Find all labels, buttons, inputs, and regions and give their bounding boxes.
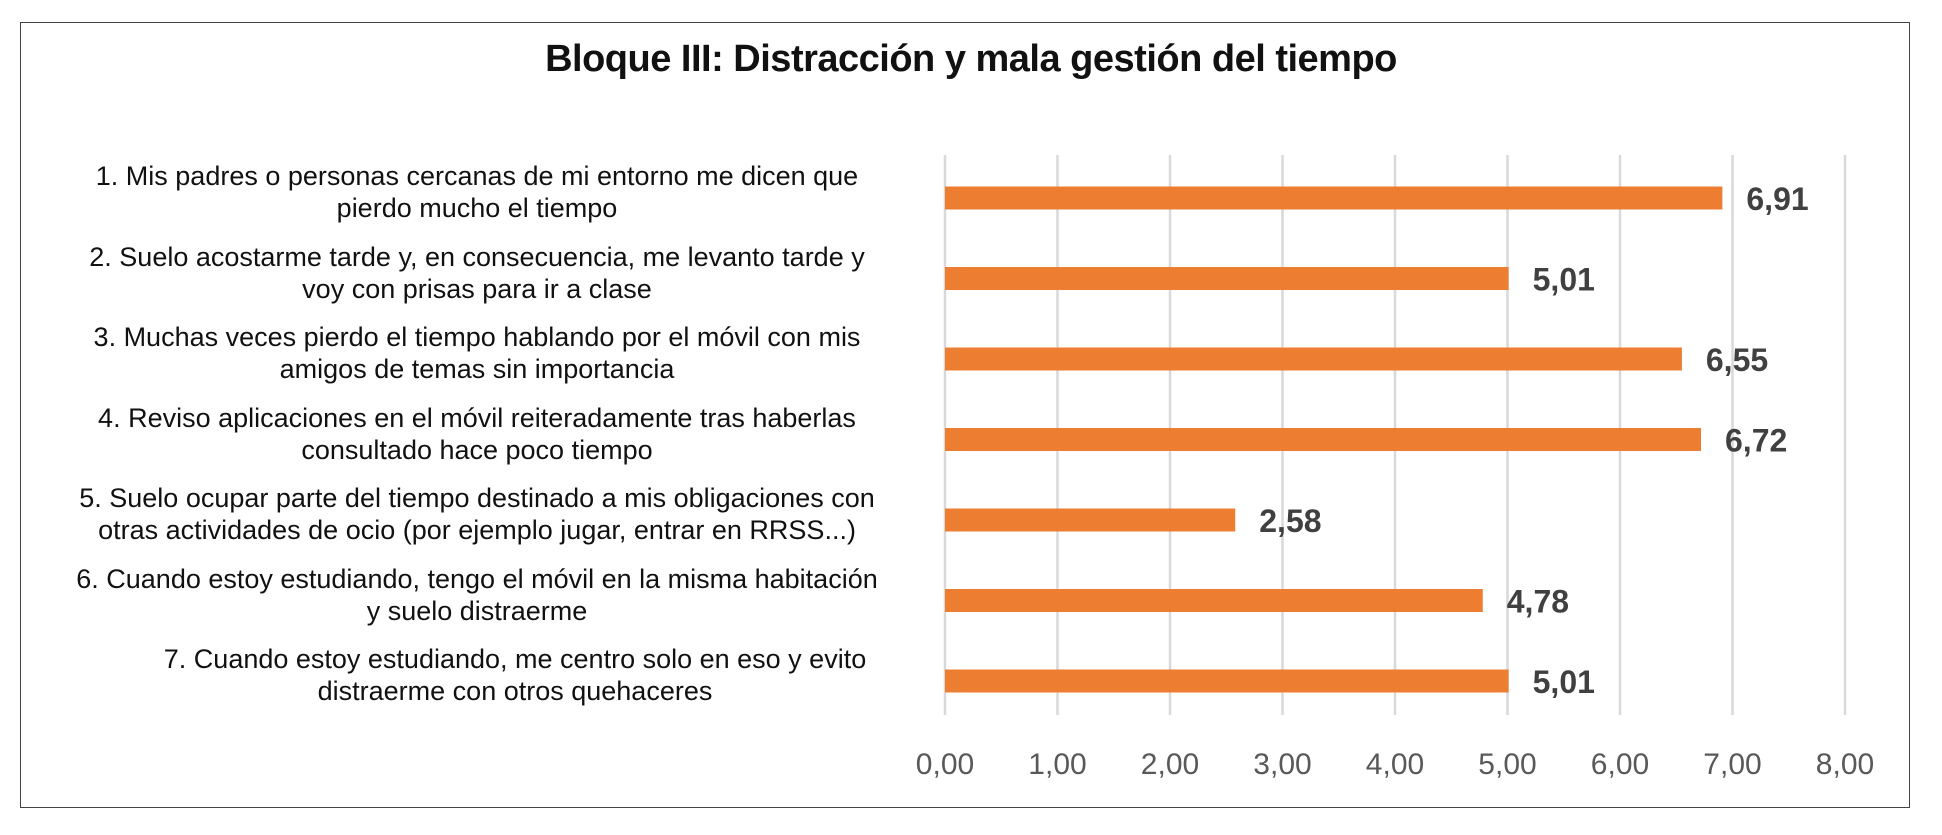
bar bbox=[945, 267, 1509, 290]
category-label-line: 2. Suelo acostarme tarde y, en consecuen… bbox=[89, 241, 865, 272]
category-label-line: consultado hace poco tiempo bbox=[301, 434, 653, 465]
bar bbox=[945, 347, 1682, 371]
category-label-line: distraerme con otros quehaceres bbox=[317, 676, 713, 706]
x-tick-label: 7,00 bbox=[1703, 748, 1761, 781]
x-tick-label: 8,00 bbox=[1816, 748, 1874, 781]
x-tick-label: 3,00 bbox=[1253, 748, 1311, 781]
bar bbox=[945, 428, 1701, 451]
category-label: 7. Cuando estoy estudiando, me centro so… bbox=[85, 643, 945, 707]
category-label-line: y suelo distraerme bbox=[366, 595, 588, 626]
data-label: 2,58 bbox=[1259, 503, 1321, 539]
bar bbox=[945, 589, 1483, 612]
category-label-line: pierdo mucho el tiempo bbox=[336, 193, 618, 223]
x-tick-label: 4,00 bbox=[1366, 748, 1424, 781]
data-label: 5,01 bbox=[1533, 664, 1595, 700]
data-label: 4,78 bbox=[1507, 584, 1569, 620]
category-label-line: 5. Suelo ocupar parte del tiempo destina… bbox=[79, 483, 875, 513]
category-label: 2. Suelo acostarme tarde y, en consecuen… bbox=[47, 241, 907, 305]
category-label-line: 7. Cuando estoy estudiando, me centro so… bbox=[163, 644, 867, 674]
category-label: 4. Reviso aplicaciones en el móvil reite… bbox=[47, 402, 907, 466]
data-label: 6,72 bbox=[1725, 423, 1787, 459]
data-label: 6,91 bbox=[1746, 181, 1808, 217]
category-label-line: otras actividades de ocio (por ejemplo j… bbox=[98, 515, 856, 545]
data-label: 6,55 bbox=[1706, 342, 1768, 378]
category-label-line: 1. Mis padres o personas cercanas de mi … bbox=[95, 161, 859, 191]
data-label: 5,01 bbox=[1533, 262, 1595, 298]
x-tick-label: 6,00 bbox=[1591, 748, 1649, 781]
category-label-line: amigos de temas sin importancia bbox=[279, 354, 675, 384]
x-tick-label: 2,00 bbox=[1141, 748, 1199, 781]
category-label-line: 4. Reviso aplicaciones en el móvil reite… bbox=[98, 402, 856, 433]
x-tick-label: 0,00 bbox=[916, 748, 974, 781]
bar bbox=[945, 669, 1509, 693]
x-tick-label: 1,00 bbox=[1028, 748, 1086, 781]
category-label: 1. Mis padres o personas cercanas de mi … bbox=[47, 160, 907, 224]
chart-title: Bloque III: Distracción y mala gestión d… bbox=[545, 38, 1397, 80]
bar bbox=[945, 186, 1723, 210]
category-label: 5. Suelo ocupar parte del tiempo destina… bbox=[47, 482, 907, 546]
x-tick-label: 5,00 bbox=[1478, 748, 1536, 781]
category-label: 3. Muchas veces pierdo el tiempo habland… bbox=[47, 321, 907, 385]
bar bbox=[945, 508, 1236, 532]
category-label-line: 6. Cuando estoy estudiando, tengo el móv… bbox=[76, 563, 878, 594]
category-label-line: 3. Muchas veces pierdo el tiempo habland… bbox=[93, 322, 861, 352]
category-label: 6. Cuando estoy estudiando, tengo el móv… bbox=[47, 563, 907, 627]
category-label-line: voy con prisas para ir a clase bbox=[302, 273, 652, 304]
